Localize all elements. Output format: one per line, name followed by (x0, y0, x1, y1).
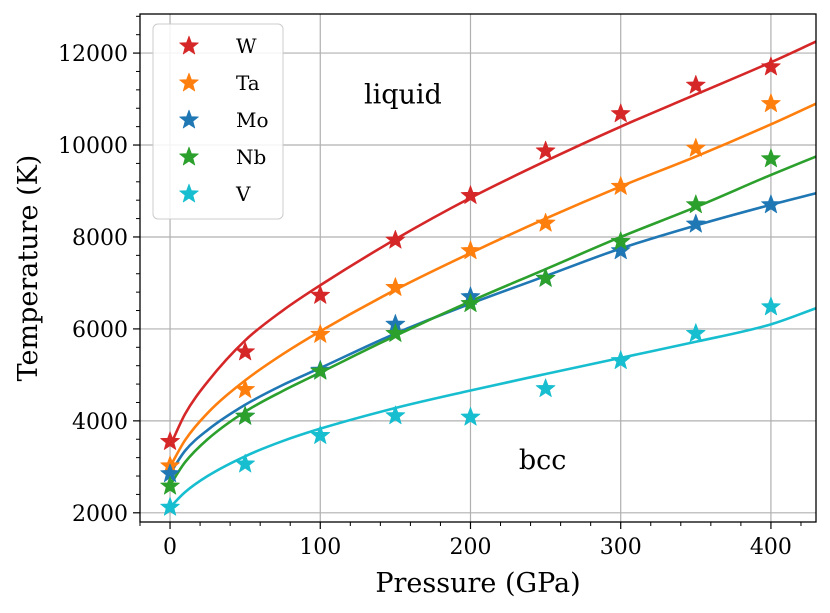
plot-frame (139, 13, 817, 523)
data-point-w (235, 341, 255, 361)
x-tick-label: 100 (299, 535, 341, 560)
y-tick-label: 12000 (58, 42, 128, 67)
legend-marker-mo (179, 109, 199, 129)
x-tick-label: 400 (750, 535, 792, 560)
legend: W Ta Mo Nb V (152, 23, 284, 220)
data-point-ta (686, 137, 706, 157)
data-point-v (610, 350, 631, 370)
data-point-nb (160, 475, 180, 495)
x-tick-labels: 0 100 200 300 400 (163, 535, 792, 560)
legend-label-mo: Mo (236, 108, 269, 132)
fit-line-w (168, 40, 817, 447)
legend-marker-v (179, 183, 199, 203)
data-point-nb (535, 268, 556, 287)
legend-marker-nb (179, 146, 199, 166)
annotation-bcc: bcc (519, 445, 567, 476)
data-point-v (761, 296, 781, 316)
data-point-ta (761, 93, 781, 113)
data-point-v (385, 405, 406, 425)
data-point-nb (235, 405, 255, 425)
data-point-nb (686, 194, 706, 214)
y-tick-label: 2000 (72, 502, 128, 527)
data-point-mo (610, 240, 631, 260)
y-tick-label: 4000 (72, 410, 128, 435)
data-point-w (535, 140, 556, 160)
x-tick-label: 0 (163, 535, 177, 560)
data-point-nb (310, 360, 331, 380)
legend-label-w: W (236, 34, 257, 58)
y-tick-label: 6000 (72, 318, 128, 343)
axis-ticks (133, 15, 802, 529)
legend-label-nb: Nb (236, 145, 266, 169)
data-point-ta (535, 212, 556, 232)
x-axis-label: Pressure (GPa) (375, 568, 580, 599)
y-axis-label: Temperature (K) (13, 155, 44, 382)
data-point-w (385, 229, 406, 249)
legend-label-ta: Ta (236, 71, 260, 95)
data-point-nb (761, 148, 781, 168)
data-point-w (610, 103, 631, 123)
y-tick-label: 8000 (72, 226, 128, 251)
data-point-mo (686, 213, 706, 233)
annotation-liquid: liquid (364, 80, 442, 111)
legend-marker-w (179, 35, 199, 55)
data-point-w (460, 185, 481, 204)
data-point-nb (385, 323, 406, 342)
x-tick-label: 200 (449, 535, 491, 560)
fit-line-ta (168, 102, 817, 468)
y-tick-labels: 2000 4000 6000 8000 10000 12000 (58, 42, 128, 527)
data-points (160, 56, 781, 516)
data-point-v (535, 378, 556, 398)
data-point-v (460, 406, 481, 426)
data-point-v (686, 323, 706, 342)
data-point-w (310, 285, 331, 304)
data-point-ta (610, 176, 631, 195)
data-point-w (160, 431, 180, 450)
data-point-mo (761, 194, 781, 214)
legend-label-v: V (235, 182, 251, 206)
data-point-ta (310, 324, 331, 343)
data-point-nb (610, 231, 631, 250)
legend-box (152, 23, 284, 220)
y-tick-label: 10000 (58, 134, 128, 159)
data-point-v (160, 496, 180, 516)
data-point-ta (460, 240, 481, 260)
legend-marker-ta (179, 72, 199, 92)
data-point-nb (460, 293, 481, 313)
data-point-v (310, 425, 331, 444)
data-point-ta (385, 277, 406, 296)
data-point-v (235, 453, 255, 473)
x-tick-label: 300 (600, 535, 642, 560)
fit-line-v (169, 307, 817, 509)
data-point-ta (235, 379, 255, 398)
data-point-w (686, 74, 706, 94)
data-point-w (761, 56, 781, 76)
